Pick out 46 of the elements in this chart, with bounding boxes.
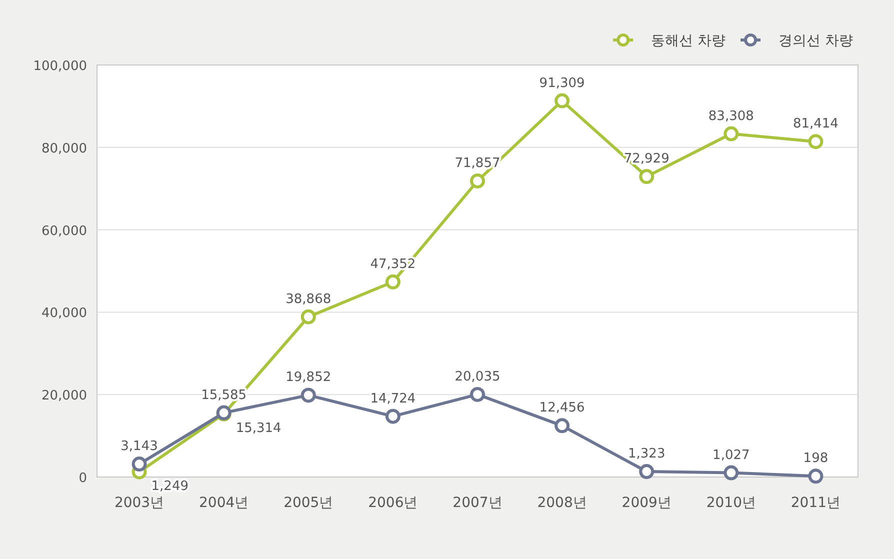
data-label: 14,724: [370, 391, 416, 406]
y-tick-label: 20,000: [42, 388, 87, 404]
y-tick-label: 40,000: [42, 306, 87, 322]
data-label: 20,035: [454, 369, 500, 384]
point: [554, 418, 570, 434]
data-label: 1,249: [151, 478, 188, 494]
data-label: 198: [803, 451, 828, 466]
point: [132, 456, 147, 472]
data-label: 19,852: [286, 370, 332, 386]
y-tick-label: 100,000: [33, 59, 87, 74]
data-label: 38,868: [286, 292, 332, 307]
data-label: 1,027: [712, 448, 750, 463]
point: [554, 93, 570, 108]
x-tick-label: 2010년: [706, 495, 756, 511]
data-label: 15,314: [236, 420, 282, 436]
point: [808, 468, 824, 484]
data-label: 1,323: [628, 446, 666, 462]
x-tick-label: 2003년: [114, 495, 164, 511]
x-tick-label: 2008년: [537, 495, 587, 511]
point: [385, 408, 400, 424]
legend-label: 경의선 차량: [778, 33, 853, 49]
point: [639, 169, 654, 184]
point: [808, 134, 824, 150]
data-label: 91,309: [539, 76, 585, 91]
data-label: 81,414: [792, 116, 838, 132]
x-tick-label: 2009년: [622, 495, 672, 511]
x-tick-label: 2005년: [284, 495, 334, 511]
x-tick-label: 2004년: [199, 495, 249, 511]
x-tick-label: 2007년: [452, 495, 502, 511]
point: [470, 173, 485, 188]
point: [724, 465, 739, 480]
point: [300, 388, 316, 403]
x-tick-label: 2011년: [790, 495, 841, 511]
point: [385, 274, 400, 290]
y-tick-label: 0: [78, 471, 87, 486]
point: [639, 464, 654, 480]
point: [724, 126, 739, 142]
y-tick-label: 80,000: [42, 141, 87, 156]
point: [470, 386, 485, 402]
legend-label: 동해선 차량: [651, 33, 726, 49]
point: [300, 309, 316, 324]
data-label: 3,143: [120, 439, 158, 454]
data-label: 12,456: [539, 400, 585, 416]
data-label: 83,308: [708, 108, 754, 124]
y-tick-label: 60,000: [42, 224, 87, 239]
x-tick-label: 2006년: [368, 495, 418, 511]
